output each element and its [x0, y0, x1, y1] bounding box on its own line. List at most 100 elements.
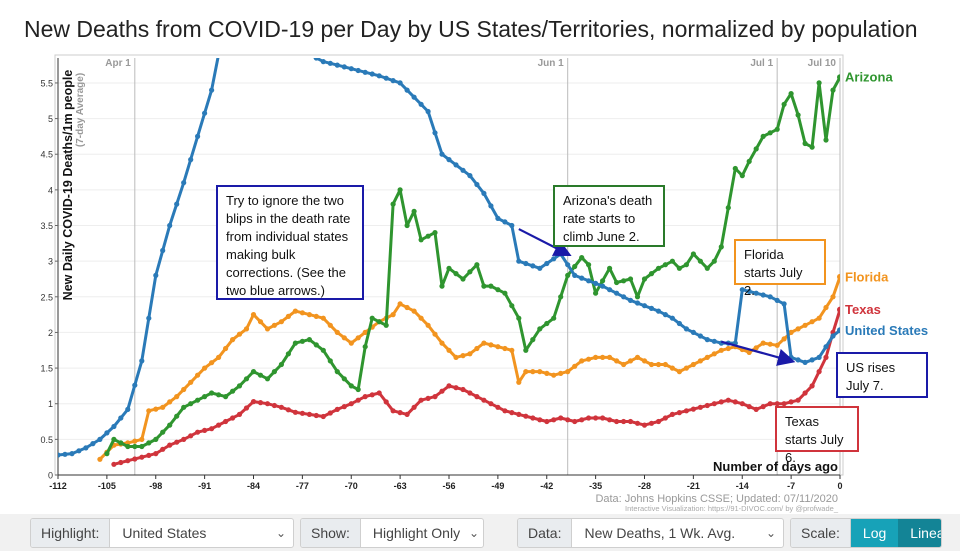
- point-united-states: [460, 167, 466, 173]
- x-tick-label: -70: [345, 481, 358, 491]
- point-united-states: [383, 75, 389, 81]
- point-florida: [523, 369, 529, 375]
- point-florida: [264, 326, 271, 332]
- point-texas: [488, 401, 494, 407]
- point-florida: [209, 360, 215, 366]
- point-florida: [558, 370, 564, 376]
- point-florida: [655, 361, 662, 368]
- point-united-states: [160, 247, 166, 254]
- data-select[interactable]: New Deaths, 1 Wk. Avg. ⌄: [572, 519, 783, 547]
- point-texas: [439, 388, 445, 394]
- point-united-states: [676, 320, 683, 327]
- point-florida: [257, 319, 264, 325]
- point-texas: [523, 413, 529, 419]
- point-texas: [676, 410, 683, 416]
- point-florida: [502, 345, 508, 352]
- point-arizona: [711, 258, 717, 264]
- point-united-states: [788, 354, 794, 360]
- point-arizona: [607, 265, 613, 271]
- point-florida: [139, 436, 145, 442]
- point-florida: [132, 438, 138, 444]
- point-arizona: [299, 338, 305, 344]
- series-group: [58, 58, 840, 467]
- point-united-states: [195, 133, 201, 139]
- point-arizona: [230, 388, 236, 394]
- point-florida: [781, 336, 787, 342]
- x-tick-label: -49: [491, 481, 504, 491]
- point-united-states: [760, 292, 766, 298]
- x-tick-label: -14: [736, 481, 749, 491]
- show-select[interactable]: Highlight Only ⌄: [361, 519, 483, 547]
- point-united-states: [62, 451, 68, 457]
- point-united-states: [446, 157, 452, 163]
- point-united-states: [404, 87, 410, 93]
- point-florida: [146, 408, 152, 414]
- point-texas: [474, 394, 480, 400]
- x-tick-label: -56: [442, 481, 455, 491]
- chevron-down-icon: ⌄: [469, 526, 480, 540]
- point-texas: [746, 404, 752, 410]
- point-texas: [160, 446, 166, 452]
- point-texas: [718, 399, 724, 405]
- point-arizona: [739, 173, 745, 179]
- x-tick-label: -7: [787, 481, 795, 491]
- point-texas: [481, 397, 487, 403]
- point-texas: [250, 399, 257, 405]
- point-texas: [139, 454, 145, 460]
- point-arizona: [264, 376, 271, 382]
- point-texas: [460, 386, 466, 393]
- point-texas: [264, 401, 271, 407]
- point-arizona: [271, 369, 277, 375]
- point-arizona: [558, 294, 564, 300]
- point-united-states: [111, 423, 117, 430]
- point-florida: [565, 369, 571, 375]
- point-texas: [320, 413, 326, 420]
- point-united-states: [209, 87, 215, 93]
- point-united-states: [572, 272, 578, 278]
- point-united-states: [614, 290, 620, 296]
- annotation-arrow: [518, 228, 572, 257]
- end-label-united-states: United States: [845, 323, 928, 338]
- scale-linear-button[interactable]: Linear: [898, 519, 941, 547]
- point-united-states: [146, 315, 152, 321]
- point-florida: [181, 386, 187, 393]
- highlight-select[interactable]: United States ⌄: [110, 519, 293, 547]
- point-united-states: [697, 333, 704, 339]
- point-arizona: [523, 347, 529, 353]
- point-florida: [634, 354, 641, 360]
- series-end-labels: United States Arizona Florida Texas: [845, 70, 928, 338]
- point-texas: [383, 399, 389, 405]
- point-florida: [572, 363, 578, 369]
- point-texas: [243, 405, 250, 411]
- point-texas: [621, 418, 627, 425]
- point-florida: [837, 273, 840, 280]
- x-tick-label: -112: [49, 481, 67, 491]
- point-united-states: [425, 108, 431, 115]
- point-united-states: [586, 278, 592, 284]
- point-united-states: [320, 59, 326, 65]
- point-texas: [607, 417, 613, 423]
- scale-log-button[interactable]: Log: [850, 519, 899, 547]
- point-united-states: [837, 327, 840, 334]
- point-florida: [711, 351, 717, 357]
- point-arizona: [614, 279, 620, 286]
- point-texas: [376, 390, 382, 396]
- point-florida: [488, 342, 494, 348]
- point-texas: [579, 417, 585, 423]
- point-arizona: [634, 294, 641, 300]
- point-united-states: [662, 312, 669, 318]
- series-united-states: [58, 58, 840, 458]
- point-united-states: [739, 287, 745, 293]
- point-texas: [558, 415, 564, 421]
- point-united-states: [669, 315, 676, 321]
- point-arizona: [390, 201, 396, 207]
- point-texas: [753, 406, 759, 412]
- point-arizona: [118, 440, 124, 446]
- point-united-states: [627, 297, 634, 303]
- point-florida: [153, 406, 159, 412]
- date-marker-label: Apr 1: [105, 58, 131, 69]
- point-united-states: [593, 280, 599, 286]
- point-texas: [788, 399, 794, 405]
- point-texas: [739, 401, 745, 407]
- point-united-states: [313, 58, 319, 61]
